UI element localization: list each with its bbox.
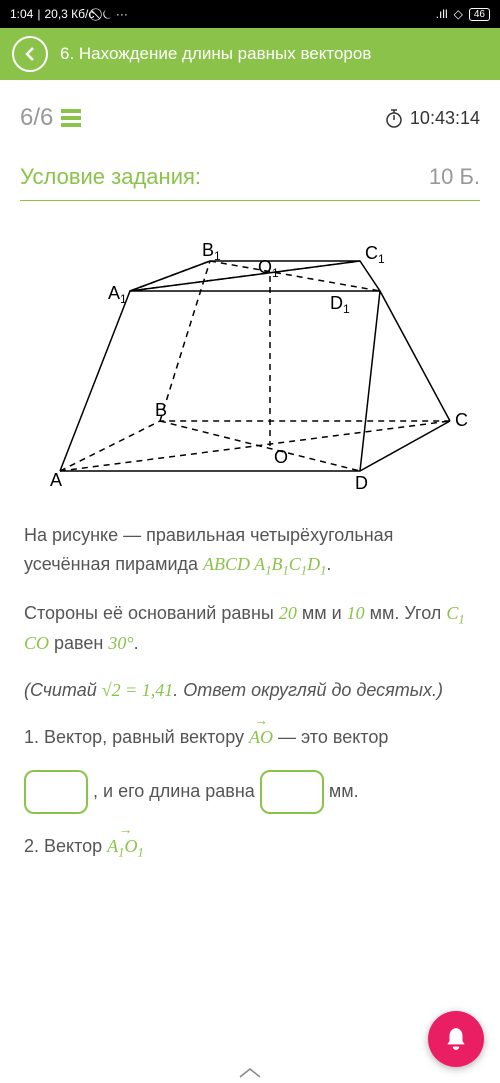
progress-counter: 6/6 — [20, 104, 53, 132]
timer-value: 10:43:14 — [410, 108, 480, 129]
question-1-inputs: , и его длина равна мм. — [24, 770, 476, 814]
svg-text:D: D — [355, 473, 368, 491]
timer: 10:43:14 — [384, 108, 480, 129]
frustum-diagram: A D C B O A1 B1 C1 D1 O1 — [30, 231, 470, 491]
status-net: 20,3 Кб/с — [44, 7, 94, 21]
svg-text:O: O — [274, 447, 288, 467]
status-dots: ··· — [116, 7, 128, 21]
status-divider: | — [37, 7, 40, 21]
task-title-row: Условие задания: 10 Б. — [0, 144, 500, 200]
note-text: (Считай √2 = 1,41. Ответ округляй до дес… — [24, 676, 476, 705]
svg-text:A1: A1 — [108, 283, 127, 306]
geometry-figure: A D C B O A1 B1 C1 D1 O1 — [0, 201, 500, 511]
status-time: 1:04 — [10, 7, 33, 21]
status-bar: 1:04 | 20,3 Кб/с ⃠ ⏾ ··· .ıll ◇ 46 — [0, 0, 500, 28]
intro-text: На рисунке — правильная четырёхугольная … — [24, 521, 476, 581]
alarm-icon: ⏾ — [102, 7, 112, 22]
task-title: Условие задания: — [20, 164, 201, 190]
status-right: .ıll ◇ 46 — [436, 7, 490, 21]
header-title: 6. Нахождение длины равных векторов — [60, 44, 371, 64]
progress-left: 6/6 — [20, 104, 81, 132]
chevron-left-icon — [22, 46, 38, 62]
app-header: 6. Нахождение длины равных векторов — [0, 28, 500, 80]
notification-fab[interactable] — [428, 1011, 484, 1067]
question-1: 1. Вектор, равный вектору AO — это векто… — [24, 723, 476, 752]
list-icon[interactable] — [61, 109, 81, 127]
svg-text:D1: D1 — [330, 293, 350, 316]
dimensions-text: Стороны её оснований равны 20 мм и 10 мм… — [24, 599, 476, 659]
svg-text:C: C — [455, 410, 468, 430]
question-2: 2. Вектор A1O1 — [24, 832, 476, 863]
answer-input-1[interactable] — [24, 770, 88, 814]
task-content: На рисунке — правильная четырёхугольная … — [0, 511, 500, 890]
nav-indicator — [238, 1067, 262, 1079]
formula-abcd: ABCD A1B1C1D1 — [203, 554, 326, 574]
back-button[interactable] — [12, 36, 48, 72]
wifi-icon: ◇ — [454, 7, 463, 21]
svg-text:B: B — [155, 400, 167, 420]
status-left: 1:04 | 20,3 Кб/с ⃠ ⏾ ··· — [10, 7, 128, 22]
stopwatch-icon — [384, 108, 404, 128]
battery-icon: 46 — [469, 8, 490, 21]
answer-input-2[interactable] — [260, 770, 324, 814]
task-points: 10 Б. — [429, 164, 480, 190]
svg-text:C1: C1 — [365, 243, 385, 266]
bell-icon — [443, 1026, 469, 1052]
signal-icon: .ıll — [436, 7, 448, 21]
svg-text:B1: B1 — [202, 240, 221, 263]
svg-text:A: A — [50, 470, 62, 490]
vector-ao: AO — [249, 723, 273, 752]
vector-a1o1: A1O1 — [107, 832, 144, 863]
progress-row: 6/6 10:43:14 — [0, 80, 500, 144]
